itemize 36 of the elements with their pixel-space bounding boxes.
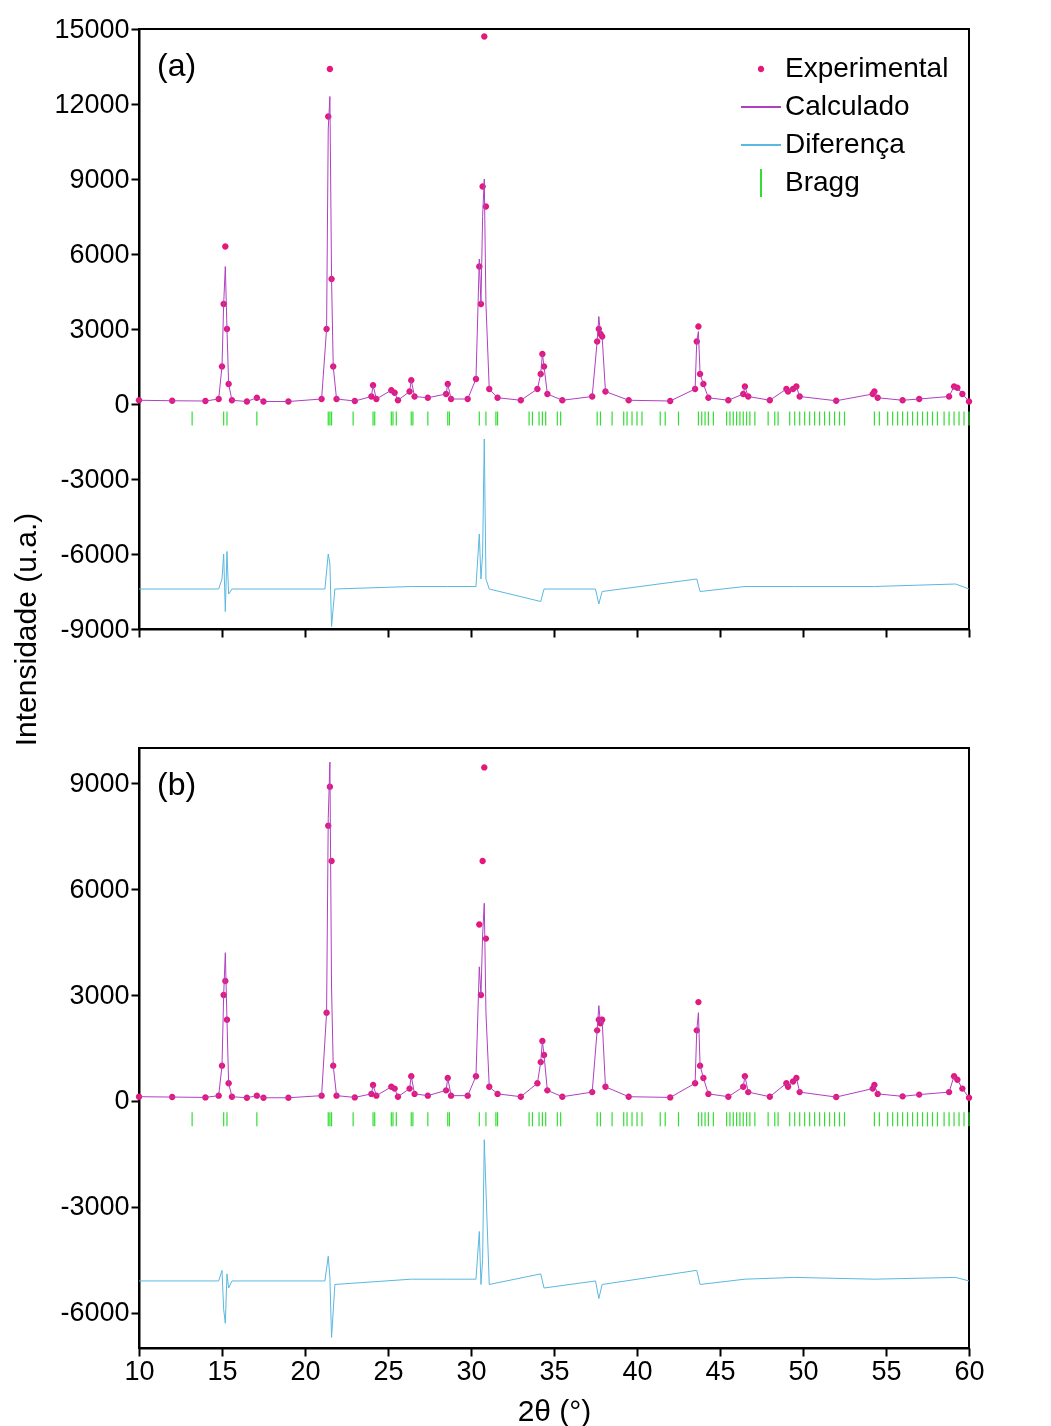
y-tick-label: 15000 (54, 13, 130, 44)
y-tick-label: 9000 (69, 163, 130, 194)
legend-label: Bragg (785, 166, 860, 197)
y-tick-label: -3000 (60, 463, 130, 494)
y-tick-label: -6000 (60, 538, 130, 569)
x-tick-label: 30 (456, 1355, 487, 1386)
y-tick-label: -6000 (60, 1297, 130, 1328)
y-tick-label: 12000 (54, 88, 130, 119)
x-axis-title: 2θ (°) (517, 1393, 592, 1426)
y-tick-label: -9000 (60, 613, 130, 644)
y-tick-label: 6000 (69, 238, 130, 269)
legend-label: Experimental (785, 52, 949, 83)
x-tick-label: 20 (290, 1355, 321, 1386)
x-tick-label: 15 (207, 1355, 238, 1386)
legend-label: Calculado (785, 90, 910, 121)
y-axis-title: Intensidade (u.a.) (9, 512, 43, 747)
y-tick-label: 3000 (69, 979, 130, 1010)
y-tick-label: 0 (114, 388, 130, 419)
y-tick-label: 3000 (69, 313, 130, 344)
text: (b) (157, 766, 197, 802)
y-tick-label: -3000 (60, 1191, 130, 1222)
line-series (139, 1139, 969, 1338)
x-tick-label: 45 (705, 1355, 736, 1386)
x-tick-label: 55 (871, 1355, 902, 1386)
text: (a) (157, 47, 197, 83)
x-tick-label: 50 (788, 1355, 819, 1386)
legend-label: Diferença (785, 128, 906, 159)
x-tick-label: 60 (954, 1355, 985, 1386)
x-tick-label: 25 (373, 1355, 404, 1386)
y-tick-label: 0 (114, 1085, 130, 1116)
x-tick-label: 35 (539, 1355, 570, 1386)
line-series (139, 438, 969, 627)
x-tick-label: 10 (124, 1355, 155, 1386)
y-tick-label: 6000 (69, 873, 130, 904)
y-tick-label: 9000 (69, 767, 130, 798)
x-tick-label: 40 (622, 1355, 653, 1386)
